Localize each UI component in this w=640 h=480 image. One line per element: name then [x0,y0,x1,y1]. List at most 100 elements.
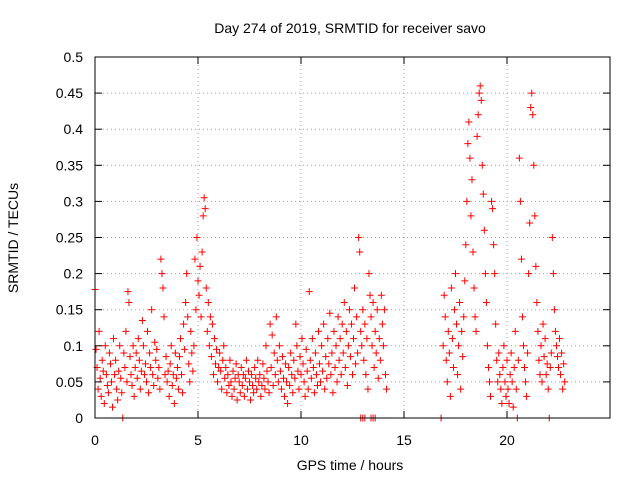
data-point [453,320,461,328]
data-point [109,403,117,411]
data-point [212,360,220,368]
data-point [445,349,453,357]
data-point [502,392,510,400]
data-point [193,234,201,241]
data-point [450,306,458,314]
data-point [338,320,346,328]
data-point [231,374,239,382]
data-point [336,335,344,343]
data-point [263,367,271,375]
data-point [555,363,562,371]
data-point [506,371,514,379]
data-point [479,190,487,198]
data-point [360,356,368,364]
data-point [224,371,232,379]
data-point [304,385,312,393]
data-point [316,360,324,368]
data-point [226,356,234,364]
data-point [197,313,205,321]
data-point [139,342,147,350]
data-point [137,367,145,375]
data-point [99,367,107,375]
y-axis-label: SRMTID / TECUs [5,183,21,293]
data-point [248,371,256,379]
data-point [118,389,126,397]
data-point [189,367,197,375]
data-point [311,349,319,357]
data-point [235,378,243,386]
data-point [253,385,261,393]
data-point [156,385,164,393]
data-point [125,298,133,306]
data-point [94,385,102,393]
data-point [303,367,311,375]
data-point [172,374,180,382]
data-point [209,371,217,379]
data-point [347,320,355,328]
data-point [171,349,179,357]
data-point [161,371,169,379]
data-point [134,335,142,343]
data-point [376,356,384,364]
data-point [241,374,249,382]
y-tick-label: 0.35 [56,157,83,173]
data-point [113,385,121,393]
data-point [144,327,152,335]
data-point [355,234,363,241]
data-point [552,342,560,350]
data-point [339,349,347,357]
data-point [324,335,332,343]
y-tick-label: 0.05 [56,374,83,390]
data-point [159,284,167,292]
data-point [494,378,502,386]
data-point [521,363,529,371]
data-point [185,360,193,368]
data-point [337,371,345,379]
y-tick-label: 0.3 [64,193,84,209]
data-point [308,335,316,343]
data-point [532,262,540,270]
data-point [121,363,129,371]
data-point [507,349,515,357]
data-point [341,363,349,371]
data-point [466,154,474,162]
data-point [279,374,287,382]
data-point [374,374,382,382]
data-point [136,385,144,393]
data-point [320,320,328,328]
data-point [260,374,268,382]
data-point [296,353,304,361]
data-point [365,270,373,278]
data-point [490,241,498,249]
data-point [281,392,289,400]
data-point [194,277,202,285]
data-point [517,255,525,263]
data-point [382,385,390,393]
data-point [317,378,325,386]
data-point [230,385,238,393]
data-point [294,367,302,375]
y-tick-label: 0.4 [64,121,84,137]
data-point [154,374,162,382]
data-point [541,335,549,343]
data-point [481,270,489,278]
data-point [330,327,338,335]
data-point [110,335,118,343]
data-point [160,313,168,321]
data-point [167,342,175,350]
x-tick-label: 20 [499,432,515,448]
data-point [381,371,389,379]
x-tick-label: 5 [194,432,202,448]
data-point [512,385,520,393]
data-point [333,378,341,386]
data-point [477,96,485,104]
data-point [366,291,374,299]
data-point [149,371,157,379]
data-point [312,371,320,379]
data-point [349,371,356,379]
data-point [140,371,148,379]
data-point [328,349,336,357]
data-point [201,205,209,213]
data-point [173,363,181,371]
data-point [530,161,538,169]
